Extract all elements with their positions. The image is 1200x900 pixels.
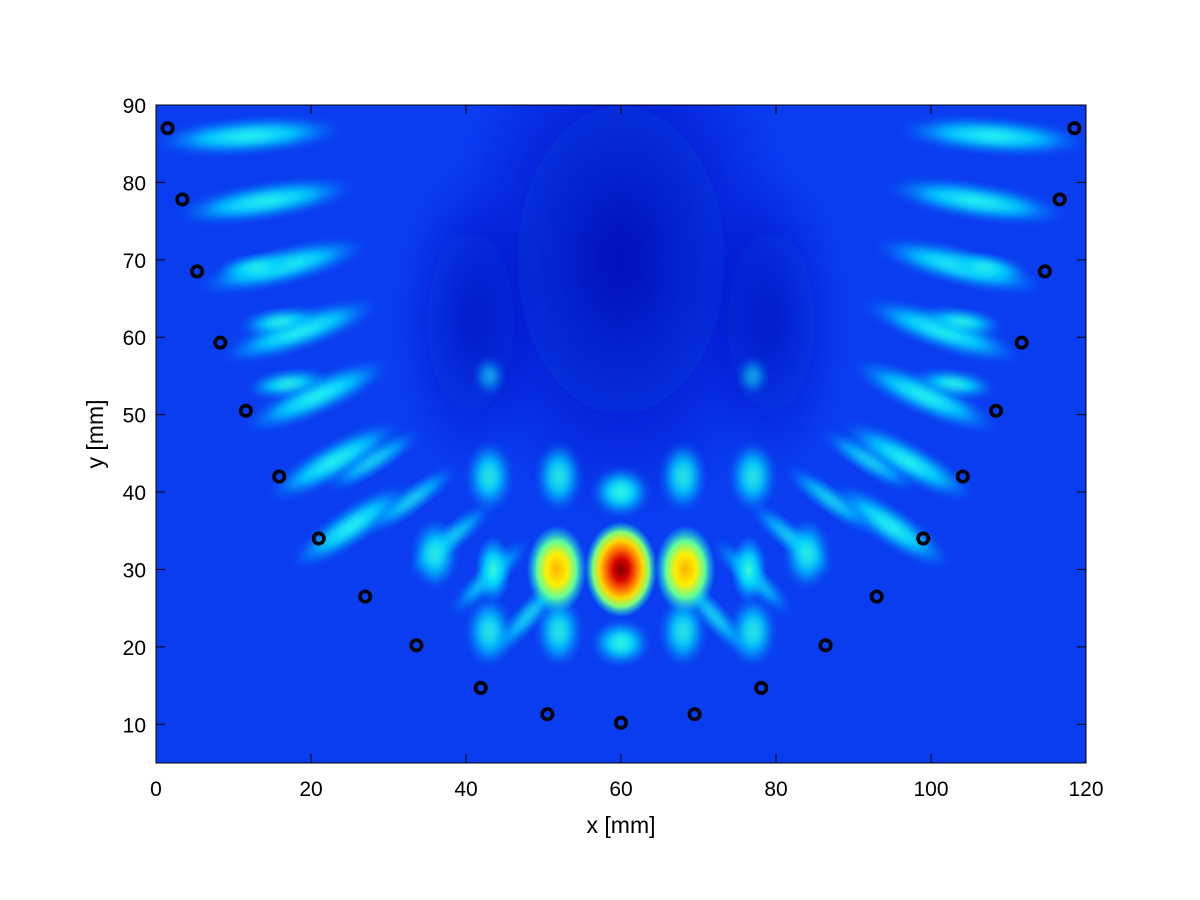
y-tick-label: 10	[123, 714, 146, 737]
transducer-marker	[989, 403, 1004, 418]
transducer-marker	[540, 707, 555, 722]
heatmap-streak	[821, 430, 917, 492]
heatmap-band	[176, 178, 356, 224]
heatmap-lobe	[593, 621, 649, 666]
heatmap-lobe	[413, 519, 457, 588]
x-tick-label: 100	[913, 778, 948, 801]
y-tick-label: 30	[123, 559, 146, 582]
heatmap-band	[886, 178, 1066, 224]
x-axis-label: x [mm]	[587, 812, 656, 838]
transducer-marker	[358, 589, 373, 604]
heatmap-band-core	[945, 254, 1025, 281]
y-tick-label: 70	[123, 250, 146, 273]
heatmap-dark-region	[401, 171, 541, 472]
heatmap-lobe	[661, 442, 705, 511]
heatmap-band	[831, 483, 951, 569]
transducer-marker	[818, 638, 833, 653]
heatmap-band-core	[240, 308, 320, 335]
x-tick-label: 0	[150, 778, 162, 801]
transducer-marker	[955, 469, 970, 484]
heatmap-field	[156, 105, 1086, 763]
heatmap-band	[221, 299, 379, 363]
heatmap-band	[156, 117, 344, 155]
heatmap-streak	[325, 430, 421, 492]
heatmap-lobe	[730, 597, 775, 666]
heatmap-band	[291, 483, 411, 569]
heatmap-streak	[366, 466, 457, 534]
axes: 0 20 40 60 80 100 120 10 20 30 40 50 60 70 80 90	[123, 95, 1104, 801]
transducer-marker	[1052, 192, 1067, 207]
x-tick-label: 20	[299, 778, 322, 801]
x-tick-label: 120	[1068, 778, 1103, 801]
transducer-marker	[190, 264, 205, 279]
heatmap-lobe	[475, 357, 504, 394]
x-tick-label: 80	[764, 778, 787, 801]
heatmap-band	[841, 421, 974, 501]
y-tick-label: 50	[123, 405, 146, 428]
transducer-marker	[869, 589, 884, 604]
x-tick-label: 40	[454, 778, 477, 801]
transducer-marker	[613, 715, 628, 730]
heatmap-lobe	[537, 442, 581, 511]
y-tick-label: 80	[123, 172, 146, 195]
y-tick-label: 60	[123, 327, 146, 350]
transducer-marker	[160, 121, 175, 136]
transducer-marker	[213, 335, 228, 350]
heatmap-band	[898, 117, 1086, 155]
heatmap-lobe	[661, 597, 705, 666]
heatmap-lobe	[467, 442, 512, 511]
heatmap-side-lobe	[655, 525, 716, 614]
heatmap-dark-region	[451, 105, 791, 520]
y-tick-label: 40	[123, 482, 146, 505]
y-axis-label: y [mm]	[82, 400, 108, 469]
heatmap-focal-spot	[585, 521, 657, 618]
transducer-marker	[473, 680, 488, 695]
heatmap-band-core	[922, 308, 1002, 335]
heatmap-side-lobe	[526, 525, 587, 614]
transducer-marker	[272, 469, 287, 484]
heatmap-lobe	[467, 597, 512, 666]
y-tick-label: 90	[123, 95, 146, 118]
transducer-marker	[1037, 264, 1052, 279]
heatmap-band-core	[914, 370, 994, 397]
heatmap-band	[244, 360, 390, 432]
heatmap-lobe	[785, 519, 829, 588]
transducer-marker	[1014, 335, 1029, 350]
heatmap-band-core	[248, 370, 328, 397]
heatmap-dark-region	[701, 171, 841, 472]
heatmap-lobe	[537, 597, 581, 666]
heatmap-side-lobe	[475, 535, 512, 604]
transducer-marker	[916, 531, 931, 546]
heatmap-lobe	[593, 468, 649, 517]
transducer-marker	[1067, 121, 1082, 136]
heatmap-lobe	[730, 442, 775, 511]
heatmap-band-core	[217, 254, 297, 281]
heatmap-side-lobe	[730, 535, 767, 604]
transducer-marker	[238, 403, 253, 418]
heatmap-streak	[785, 466, 876, 534]
heatmap-band	[852, 360, 998, 432]
y-tick-label: 20	[123, 637, 146, 660]
heatmap-lobe	[738, 357, 767, 394]
heatmap-band	[268, 421, 401, 501]
transducer-marker	[175, 192, 190, 207]
heatmap-blobs	[156, 105, 1086, 666]
heatmap-band	[863, 299, 1021, 363]
transducer-marker	[409, 638, 424, 653]
transducer-marker	[311, 531, 326, 546]
transducer-marker	[754, 680, 769, 695]
transducer-marker	[687, 707, 702, 722]
x-tick-label: 60	[609, 778, 632, 801]
transducer-markers	[160, 121, 1082, 730]
